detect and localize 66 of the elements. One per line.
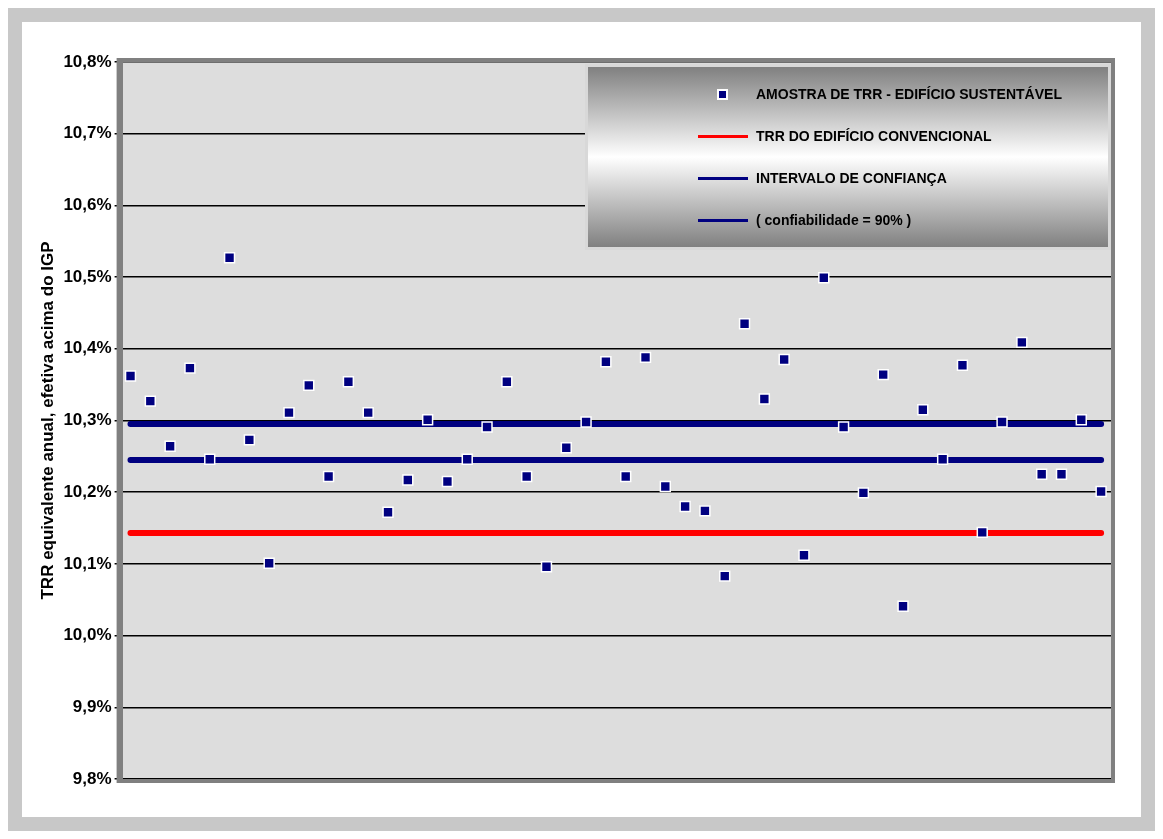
point [322, 470, 335, 483]
point [917, 404, 929, 416]
legend-label: AMOSTRA DE TRR - EDIFÍCIO SUSTENTÁVEL [756, 86, 1062, 102]
point [936, 453, 949, 465]
point [956, 359, 969, 371]
point [540, 561, 553, 573]
point [877, 368, 889, 381]
point [976, 526, 988, 539]
y-axis-title: TRR equivalente anual, efetiva acima do IGP [37, 241, 57, 600]
point [857, 487, 870, 499]
point [1035, 468, 1048, 480]
point [263, 557, 275, 569]
point [144, 395, 157, 407]
y-tick-label: 10,8% [63, 51, 112, 71]
point [1075, 414, 1087, 426]
y-tick-label: 10,4% [63, 338, 112, 358]
point [1055, 468, 1068, 480]
point [204, 453, 216, 465]
point [1016, 336, 1028, 349]
point [520, 470, 533, 483]
point [738, 318, 751, 330]
point [283, 406, 295, 419]
point [124, 370, 137, 382]
y-tick-label: 10,6% [63, 195, 112, 215]
point [818, 272, 830, 284]
point [778, 353, 790, 366]
point [600, 356, 612, 368]
point [996, 416, 1008, 428]
point [659, 480, 672, 493]
point [441, 475, 454, 488]
point [837, 421, 850, 433]
y-tick-label: 10,5% [63, 266, 112, 286]
point [758, 393, 771, 405]
y-tick-label: 10,7% [63, 123, 112, 143]
point [897, 600, 909, 612]
y-tick-label: 10,3% [63, 410, 112, 430]
point [223, 252, 236, 264]
legend-label: TRR DO EDIFÍCIO CONVENCIONAL [756, 128, 992, 144]
point [461, 453, 473, 465]
point [382, 506, 394, 518]
point [560, 442, 572, 454]
point [421, 414, 434, 426]
y-tick-label: 10,1% [63, 553, 112, 573]
point [719, 570, 731, 582]
point [1095, 485, 1107, 498]
point [303, 379, 315, 392]
point [580, 416, 592, 428]
point [699, 505, 711, 517]
point [362, 406, 374, 419]
legend-label: INTERVALO DE CONFIANÇA [756, 170, 947, 186]
point [501, 376, 513, 388]
point [798, 549, 810, 561]
y-tick-label: 10,2% [63, 481, 112, 501]
point [402, 474, 414, 486]
point [342, 376, 355, 388]
point [679, 500, 691, 513]
y-tick-label: 9,9% [72, 696, 112, 716]
point [184, 362, 196, 374]
point [243, 434, 256, 446]
y-tick-label: 9,8% [72, 768, 112, 788]
point [639, 351, 652, 364]
point [164, 440, 176, 453]
legend-label: ( confiabilidade = 90% ) [756, 212, 912, 228]
y-tick-label: 10,0% [63, 625, 112, 645]
point [481, 421, 493, 433]
point [620, 470, 632, 483]
